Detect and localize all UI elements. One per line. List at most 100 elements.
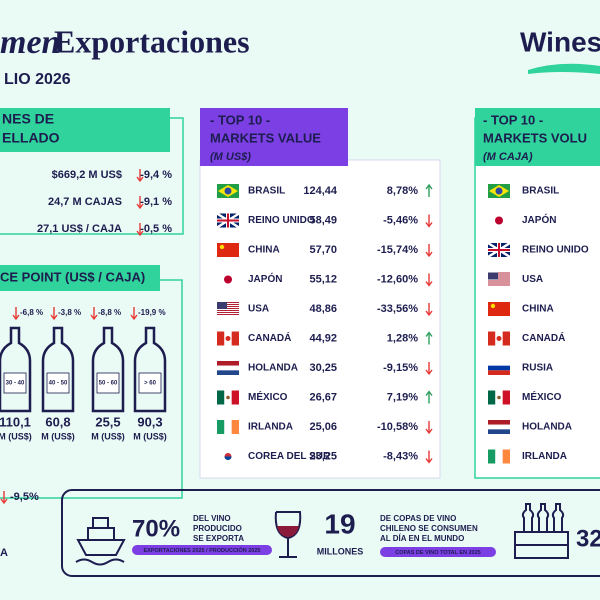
bottle-range: > 60: [144, 381, 157, 387]
volume-title: MARKETS VOLU: [483, 130, 587, 145]
flag-part: [490, 303, 496, 309]
price-title: CE POINT (US$ / CAJA): [0, 269, 145, 284]
bottle-unit: M (US$): [0, 431, 32, 441]
market-change: -15,74%: [377, 244, 418, 256]
price-header: [0, 265, 160, 291]
flag: [217, 272, 239, 287]
flag: [488, 449, 510, 464]
arrow-head: [425, 369, 433, 376]
country: USA: [522, 274, 543, 285]
bottle-change: -19,9 %: [138, 308, 166, 317]
flag: [216, 212, 240, 229]
flag: [488, 390, 510, 405]
flag-part: [488, 390, 496, 405]
value-title: MARKETS VALUE: [210, 130, 321, 145]
bottle-unit: M (US$): [41, 431, 75, 441]
flag-part: [217, 243, 239, 257]
market-change: -5,46%: [383, 214, 418, 226]
bottle: [0, 326, 32, 413]
flag-part: [224, 187, 232, 195]
arrow-head: [50, 314, 58, 321]
summary-value: $669,2 M US$: [52, 169, 122, 181]
flag-part: [217, 390, 225, 405]
flag-part: [488, 331, 496, 346]
country: MÉXICO: [248, 390, 288, 403]
volume-header: [475, 108, 600, 166]
arrow-head: [425, 251, 433, 258]
market-value: 30,25: [309, 362, 337, 374]
flag-part: [217, 304, 239, 305]
bottle-value: 60,8: [45, 414, 70, 429]
glasses: 19: [324, 508, 355, 539]
bottle-value: 90,3: [137, 414, 162, 429]
flag: [217, 302, 239, 315]
bottle-label: [46, 372, 70, 394]
volume-unit: (M CAJA): [483, 151, 533, 163]
flag-part: [488, 424, 510, 430]
country: REINO UNIDO: [522, 245, 589, 256]
country: COREA DEL SUR: [248, 451, 331, 462]
export-text: PRODUCIDO: [193, 524, 242, 533]
box-icon: [514, 503, 569, 559]
trend-arrow: [425, 362, 433, 376]
flag-part: [488, 361, 510, 366]
trend-arrow: [425, 303, 433, 317]
flag-part: [488, 420, 510, 425]
arrow-head: [136, 203, 144, 210]
market-value: 25,06: [309, 421, 337, 433]
country: HOLANDA: [522, 422, 572, 433]
flag: [488, 302, 510, 316]
bottle-label: [138, 372, 162, 394]
arrow-head: [425, 390, 433, 396]
logo: Wines: [520, 26, 600, 57]
flag-part: [217, 314, 239, 315]
flag-part: [495, 216, 503, 225]
flag: [217, 243, 239, 257]
flag: [488, 213, 510, 228]
arrow-head: [425, 428, 433, 435]
bottle-change: -6,8 %: [20, 308, 43, 317]
trend-arrow: [425, 183, 433, 197]
value-title: - TOP 10 -: [210, 112, 270, 127]
summary-header: [0, 108, 170, 152]
market-change: 8,78%: [387, 185, 418, 197]
flag-part: [497, 395, 501, 400]
flag-part: [217, 365, 239, 371]
flag: [488, 420, 510, 434]
flag-part: [488, 276, 510, 278]
arrow-head: [90, 314, 98, 321]
flag-part: [502, 449, 510, 464]
bottle-change: -3,8 %: [58, 308, 81, 317]
flag: [488, 331, 510, 346]
arrow-head: [425, 183, 433, 190]
trend-arrow: [425, 214, 433, 228]
bottle-change: -8,8 %: [98, 308, 121, 317]
glass-wine: [277, 526, 299, 537]
country: JAPÓN: [248, 272, 282, 285]
bottle-unit: M (US$): [133, 431, 167, 441]
flag-part: [488, 272, 510, 274]
flag-part: [231, 390, 239, 405]
flag-part: [488, 449, 496, 464]
glass-icon: [274, 511, 302, 558]
value-header: [200, 108, 348, 166]
glasses-pill: [380, 547, 496, 557]
flag: [488, 184, 510, 198]
flag: [487, 241, 511, 259]
export-text: SE EXPORTA: [193, 534, 244, 543]
flag-part: [217, 310, 239, 311]
flag-part: [224, 275, 232, 284]
trend-arrow: [0, 491, 8, 505]
flag-part: [488, 274, 510, 276]
arrow-head: [136, 176, 144, 183]
bottle-value: 110,1: [0, 414, 31, 429]
flag-part: [226, 395, 230, 400]
flag: [217, 361, 239, 375]
market-value: 48,86: [309, 303, 337, 315]
trend-arrow: [130, 307, 138, 321]
summary-title: ELLADO: [2, 130, 60, 146]
flag-part: [217, 219, 239, 222]
trend-arrow: [425, 390, 433, 404]
title-italic: men: [0, 24, 60, 61]
flag-part: [488, 278, 510, 280]
